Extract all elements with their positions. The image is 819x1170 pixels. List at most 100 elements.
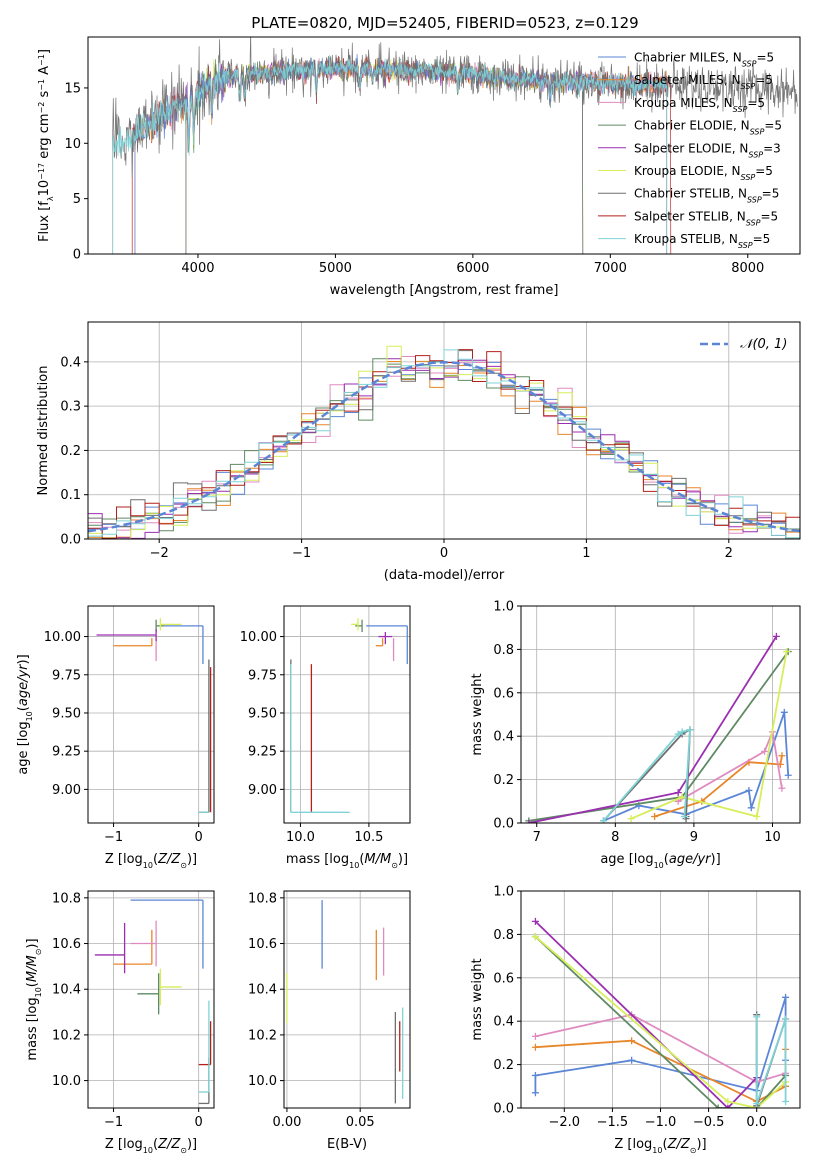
x-tick-label: 9 xyxy=(690,830,698,845)
axes-frame xyxy=(283,890,411,1109)
x-tick-label: 0 xyxy=(440,546,448,561)
errorbar-salpeter-miles xyxy=(113,929,153,965)
errorbar-kroupa-stelib xyxy=(198,1000,210,1093)
x-tick-label: 2 xyxy=(725,546,733,561)
age-vs-metallicity-panel: −1 0 9.00 9.25 9.50 9.75 10.00 Z [log10(Z/Z⊙)] a… xyxy=(16,605,215,870)
y-tick-label: 0.2 xyxy=(493,1058,514,1073)
legend-label: Chabrier STELIB, NSSP=5 xyxy=(634,187,779,205)
weight-line-kroupa-elodie xyxy=(630,651,788,820)
x-tick-label: 0 xyxy=(195,1115,203,1130)
axes-frame xyxy=(520,605,801,824)
x-tick-label: −0.5 xyxy=(693,1115,725,1130)
errorbar-salpeter-elodie xyxy=(96,628,157,642)
x-axis-label: Z [log10(Z/Z⊙)] xyxy=(614,1137,706,1155)
histogram-chabrier-stelib xyxy=(88,350,800,539)
x-tick-label: 10.0 xyxy=(286,830,315,845)
axes-frame xyxy=(283,605,411,824)
spectrum-panel: 4000 5000 6000 7000 8000 0 5 10 15 wavelength [An… xyxy=(37,36,801,298)
weight-marker xyxy=(780,708,788,716)
weight-line-kroupa-miles xyxy=(677,728,783,803)
x-tick-label: 1 xyxy=(582,546,590,561)
y-tick-label: 9.25 xyxy=(248,745,277,760)
y-tick-label: 10.4 xyxy=(52,983,81,998)
plot-area xyxy=(88,345,800,539)
x-tick-label: −1.0 xyxy=(645,1115,677,1130)
errorbar-salpeter-elodie xyxy=(378,631,393,645)
errorbar-chabrier-miles xyxy=(164,625,204,665)
y-tick-label: 0.0 xyxy=(493,817,514,832)
histogram-kroupa-stelib xyxy=(88,349,800,539)
y-tick-label: 0.8 xyxy=(493,928,514,943)
weight-marker xyxy=(753,812,761,820)
mass-vs-metallicity-panel: −1 0 10.0 10.2 10.4 10.6 10.8 Z [log10(Z/Z⊙)] ma… xyxy=(25,890,215,1155)
y-tick-label: 10.2 xyxy=(52,1028,81,1043)
mass-weight-vs-age-panel: 7 8 9 10 0.0 0.2 0.4 0.6 0.8 1.0 age [log10(age/yr… xyxy=(470,600,801,870)
weight-marker xyxy=(782,1015,790,1023)
x-tick-label: −2.0 xyxy=(549,1115,581,1130)
plot-area xyxy=(94,899,212,1105)
legend-label: Salpeter STELIB, NSSP=5 xyxy=(634,209,778,227)
grid-lines xyxy=(284,606,410,823)
weight-marker xyxy=(680,812,688,820)
plot-area xyxy=(525,632,792,823)
weight-line-kroupa-stelib xyxy=(755,1016,787,1104)
x-axis-label: wavelength [Angstrom, rest frame] xyxy=(330,283,559,298)
residual-histogram-panel: −2 −1 0 1 2 0.0 0.1 0.2 0.3 0.4 (data-model)/error… xyxy=(36,321,801,583)
errorbar-salpeter-miles xyxy=(113,638,153,647)
errorbar-salpeter-miles xyxy=(375,638,384,647)
y-tick-label: 10.0 xyxy=(52,1074,81,1089)
y-tick-label: 10 xyxy=(64,137,81,152)
y-tick-label: 10.4 xyxy=(248,983,277,998)
x-tick-label: 4000 xyxy=(181,261,214,276)
x-tick-label: 7 xyxy=(533,830,541,845)
legend: 𝒩(0, 1) xyxy=(700,337,787,352)
y-tick-label: 1.0 xyxy=(493,885,514,900)
y-tick-label: 9.00 xyxy=(248,783,277,798)
errorbar-salpeter-elodie xyxy=(94,922,126,974)
weight-marker xyxy=(784,771,792,779)
weight-line-chabrier-elodie xyxy=(534,935,787,1108)
x-tick-label: −2 xyxy=(150,546,169,561)
y-tick-label: 0.1 xyxy=(60,488,81,503)
legend-label: Salpeter MILES, NSSP=5 xyxy=(634,73,773,91)
weight-line-salpeter-elodie xyxy=(534,920,758,1108)
y-axis-label: mass [log10(M/M⊙)] xyxy=(25,938,43,1060)
y-tick-label: 0.3 xyxy=(60,400,81,415)
x-tick-label: 0 xyxy=(195,830,203,845)
errorbar-kroupa-stelib xyxy=(290,664,350,813)
legend-label: Kroupa STELIB, NSSP=5 xyxy=(634,232,770,250)
x-axis-label: (data-model)/error xyxy=(384,568,505,583)
y-tick-label: 0.2 xyxy=(493,773,514,788)
y-axis-label: Normed distribution xyxy=(36,366,51,496)
errorbar-kroupa-elodie xyxy=(159,968,182,1006)
x-tick-label: 8000 xyxy=(731,261,764,276)
errorbar-chabrier-elodie xyxy=(137,973,160,1015)
legend-label: Chabrier MILES, NSSP=5 xyxy=(634,51,774,69)
x-tick-label: 6000 xyxy=(456,261,489,276)
legend: Chabrier MILES, NSSP=5 Salpeter MILES, NS… xyxy=(598,51,782,250)
age-vs-mass-panel: 10.0 10.5 9.00 9.25 9.50 9.75 10.00 mass [log10… xyxy=(240,605,411,870)
weight-marker xyxy=(724,1097,732,1105)
errorbar-kroupa-elodie xyxy=(351,618,359,631)
y-tick-label: 0.0 xyxy=(493,1102,514,1117)
weight-marker xyxy=(600,817,608,823)
errorbar-chabrier-miles xyxy=(366,625,408,665)
weight-marker xyxy=(531,917,539,925)
figure-title: PLATE=0820, MJD=52405, FIBERID=0523, z=0… xyxy=(251,14,638,32)
y-axis-label: Flux [fλ10−17 erg cm−2 s−1 A−1] xyxy=(37,49,55,242)
y-tick-label: 0.6 xyxy=(493,686,514,701)
weight-marker xyxy=(753,1100,761,1108)
weight-marker xyxy=(628,1056,636,1064)
y-tick-label: 10.00 xyxy=(44,630,81,645)
weight-marker xyxy=(531,1089,539,1097)
plot-area xyxy=(96,618,212,813)
x-axis-label: E(B-V) xyxy=(327,1137,367,1152)
x-tick-label: 0.05 xyxy=(346,1115,375,1130)
x-axis-label: age [log10(age/yr)] xyxy=(600,852,720,870)
weight-marker xyxy=(782,1097,790,1105)
weight-marker xyxy=(525,819,533,823)
y-tick-label: 10.0 xyxy=(248,1074,277,1089)
weight-marker xyxy=(531,933,539,941)
y-tick-label: 10.8 xyxy=(248,891,277,906)
